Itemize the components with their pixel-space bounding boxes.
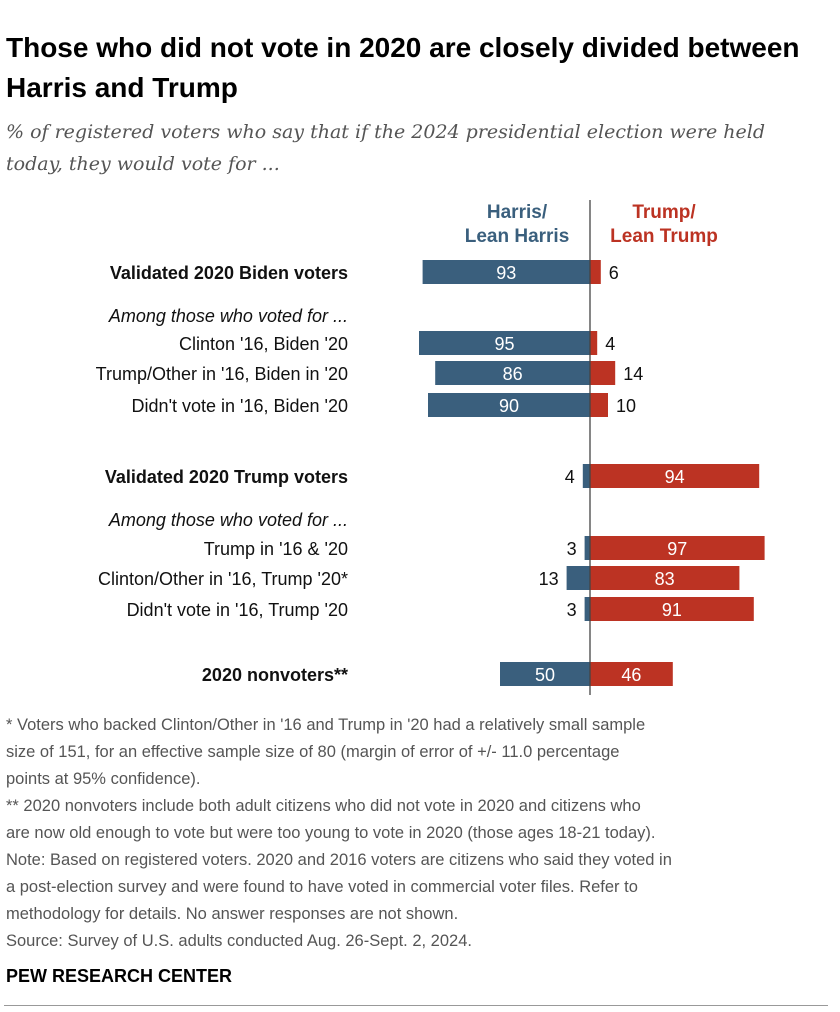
data-label-trump: 10 xyxy=(616,396,636,416)
bar-harris xyxy=(422,260,590,284)
data-label-trump: 6 xyxy=(609,263,619,283)
bar-trump xyxy=(590,464,760,488)
row-label: Trump in '16 & '20 xyxy=(204,539,348,559)
bar-trump xyxy=(590,597,754,621)
bar-harris xyxy=(500,662,590,686)
diverging-bar-chart: Harris/Lean Harris Trump/Lean Trump Valida… xyxy=(96,200,765,695)
data-label-harris: 86 xyxy=(503,364,523,384)
bar-harris xyxy=(584,536,590,560)
footnote-line: methodology for details. No answer respo… xyxy=(6,905,459,923)
data-label-trump: 97 xyxy=(667,539,687,559)
footnote-line: a post-election survey and were found to… xyxy=(6,878,638,896)
footnote-line: Note: Based on registered voters. 2020 a… xyxy=(6,851,672,869)
bar-trump xyxy=(590,260,601,284)
row-label: 2020 nonvoters** xyxy=(202,665,348,685)
data-label-harris: 95 xyxy=(494,334,514,354)
legend-harris: Lean Harris xyxy=(465,226,570,247)
source-line: Source: Survey of U.S. adults conducted … xyxy=(6,932,472,950)
brand-logo-text: PEW RESEARCH CENTER xyxy=(6,966,233,986)
footnote-line: points at 95% confidence). xyxy=(6,770,201,788)
data-label-harris: 50 xyxy=(535,665,555,685)
row-label: Didn't vote in '16, Trump '20 xyxy=(127,600,348,620)
legend-trump: Trump/ xyxy=(632,202,696,223)
bar-harris xyxy=(419,331,590,355)
row-label: Clinton '16, Biden '20 xyxy=(179,334,348,354)
bar-harris xyxy=(435,361,590,385)
legend-trump: Lean Trump xyxy=(610,226,718,247)
row-label: Trump/Other in '16, Biden in '20 xyxy=(96,364,348,384)
footnotes: * Voters who backed Clinton/Other in '16… xyxy=(6,712,836,955)
chart-subtitle: % of registered voters who say that if t… xyxy=(6,121,765,175)
footnote-line: * Voters who backed Clinton/Other in '16… xyxy=(6,716,646,734)
bar-harris xyxy=(566,566,590,590)
data-label-harris: 3 xyxy=(567,539,577,559)
data-label-harris: 13 xyxy=(539,569,559,589)
data-label-trump: 94 xyxy=(665,467,685,487)
bar-harris xyxy=(584,597,590,621)
data-label-harris: 3 xyxy=(567,600,577,620)
row-label: Didn't vote in '16, Biden '20 xyxy=(132,396,348,416)
group-subheader: Among those who voted for ... xyxy=(108,306,348,326)
footnote-line: are now old enough to vote but were too … xyxy=(6,824,656,842)
data-label-trump: 46 xyxy=(621,665,641,685)
group-subheader: Among those who voted for ... xyxy=(108,510,348,530)
chart-title: Those who did not vote in 2020 are close… xyxy=(6,32,800,103)
row-label: Clinton/Other in '16, Trump '20* xyxy=(98,569,348,589)
data-label-trump: 14 xyxy=(623,364,643,384)
bar-trump xyxy=(590,361,616,385)
row-label: Validated 2020 Biden voters xyxy=(110,263,348,283)
bar-trump xyxy=(590,566,740,590)
data-label-harris: 93 xyxy=(496,263,516,283)
bottom-divider xyxy=(4,1005,828,1006)
legend-harris: Harris/ xyxy=(487,202,548,223)
data-label-harris: 4 xyxy=(565,467,575,487)
footnote-line: size of 151, for an effective sample siz… xyxy=(6,743,620,761)
bar-trump xyxy=(590,331,598,355)
data-label-harris: 90 xyxy=(499,396,519,416)
bar-harris xyxy=(428,393,590,417)
row-label: Validated 2020 Trump voters xyxy=(105,467,348,487)
bar-trump xyxy=(590,662,673,686)
bar-trump xyxy=(590,393,608,417)
data-label-trump: 4 xyxy=(605,334,615,354)
data-label-trump: 83 xyxy=(655,569,675,589)
footnote-line: ** 2020 nonvoters include both adult cit… xyxy=(6,797,641,815)
bar-trump xyxy=(590,536,765,560)
data-label-trump: 91 xyxy=(662,600,682,620)
bar-harris xyxy=(582,464,590,488)
